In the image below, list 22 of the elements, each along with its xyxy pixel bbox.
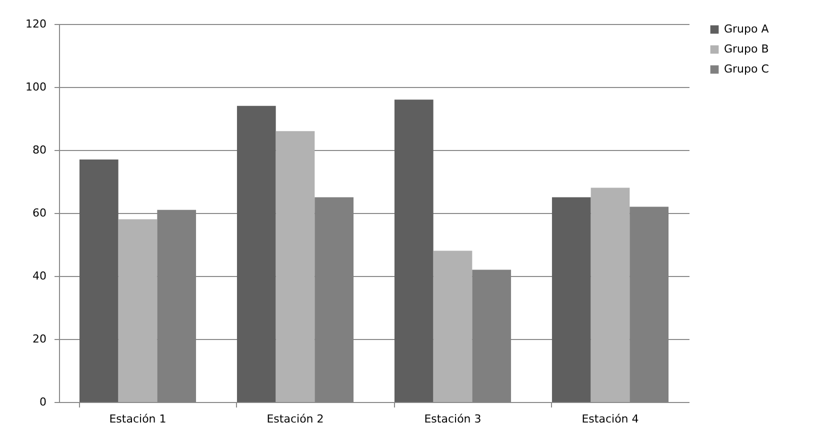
bar — [236, 106, 276, 402]
bar — [394, 100, 434, 402]
x-tick-label: Estación 3 — [424, 412, 482, 426]
x-tick-label: Estación 4 — [582, 412, 639, 426]
y-tick-label: 60 — [32, 206, 46, 220]
legend-label: Grupo B — [724, 42, 769, 56]
y-tick-label: 0 — [40, 396, 46, 408]
x-tick-label: Estación 2 — [266, 412, 324, 426]
x-tick-label: Estación 1 — [109, 412, 166, 426]
y-tick-label: 100 — [26, 80, 46, 94]
legend-label: Grupo A — [724, 22, 770, 36]
bar — [433, 250, 472, 402]
bar — [79, 159, 118, 402]
bar — [552, 197, 591, 402]
y-tick-label: 20 — [32, 332, 46, 346]
bar — [590, 188, 630, 402]
y-tick-label: 40 — [32, 270, 46, 282]
bar — [118, 219, 158, 402]
legend-label: Grupo C — [724, 62, 770, 76]
bar — [276, 131, 315, 402]
y-tick-label: 80 — [32, 144, 46, 156]
y-tick-label: 120 — [26, 18, 46, 30]
